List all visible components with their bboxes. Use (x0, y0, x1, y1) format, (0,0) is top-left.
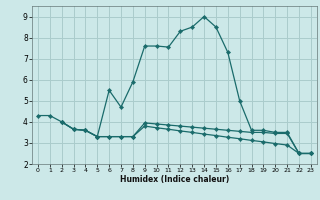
X-axis label: Humidex (Indice chaleur): Humidex (Indice chaleur) (120, 175, 229, 184)
